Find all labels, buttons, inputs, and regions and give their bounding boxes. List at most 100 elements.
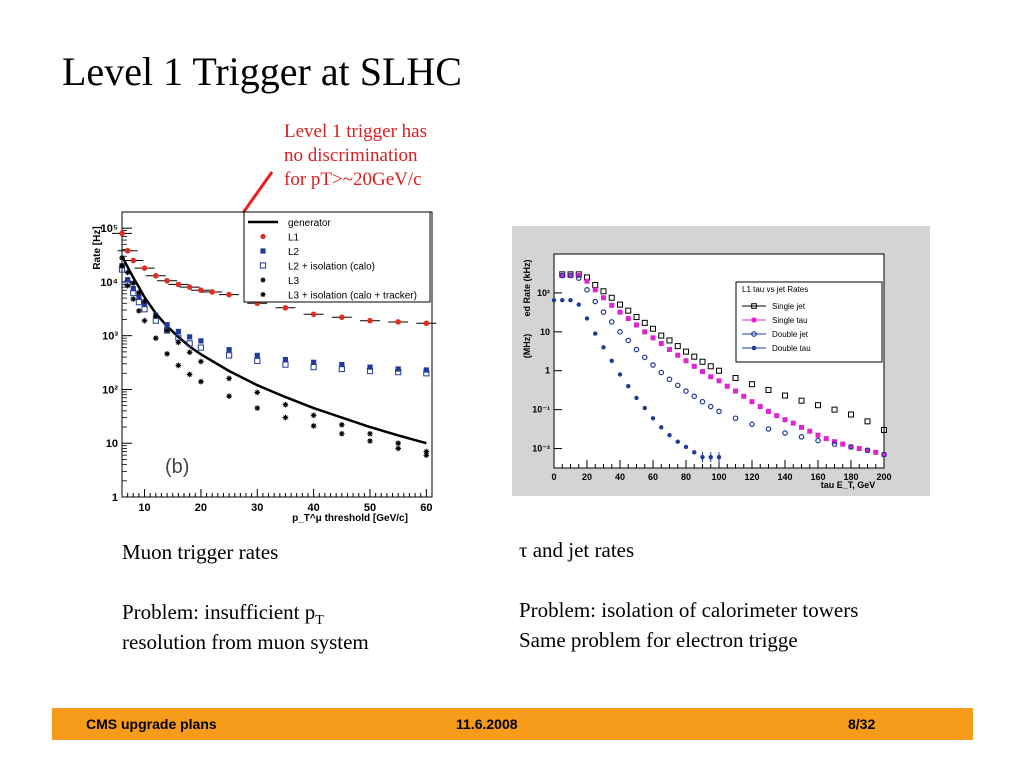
- legend-swatch: [751, 317, 757, 323]
- x-tick-label: 200: [876, 472, 891, 482]
- data-point: [119, 230, 125, 237]
- data-point: [641, 354, 648, 361]
- data-point: [642, 405, 647, 411]
- data-point: [782, 430, 788, 436]
- data-point: [423, 370, 430, 377]
- data-point: [881, 451, 887, 458]
- data-point: [675, 439, 680, 444]
- data-point: [559, 273, 565, 279]
- data-point: [675, 352, 681, 358]
- data-point: [141, 265, 148, 271]
- data-point: [617, 372, 623, 377]
- x-tick-label: 40: [615, 472, 625, 482]
- data-point: [823, 436, 829, 442]
- data-point: [766, 408, 771, 414]
- muon-caption-title: Muon trigger rates: [122, 540, 279, 564]
- data-point: [658, 369, 665, 376]
- data-point: [782, 392, 788, 399]
- data-point: [609, 302, 615, 308]
- data-point: [667, 433, 672, 438]
- data-point: [799, 424, 804, 430]
- data-point: [633, 314, 640, 321]
- legend-entry: Single tau: [772, 316, 808, 325]
- x-tick-label: 140: [777, 472, 792, 482]
- data-point: [634, 322, 639, 328]
- data-point: [164, 277, 170, 284]
- data-point: [395, 369, 402, 376]
- footer-bar: CMS upgrade plans 11.6.2008 8/32: [52, 708, 973, 740]
- data-point: [254, 389, 261, 396]
- data-point: [559, 272, 566, 279]
- data-point: [856, 446, 862, 452]
- data-point: [840, 441, 846, 447]
- data-point: [310, 311, 317, 318]
- data-point: [708, 374, 714, 380]
- data-point: [782, 417, 788, 423]
- y-tick-label: 1: [545, 366, 550, 376]
- data-point: [600, 309, 607, 315]
- data-point: [141, 317, 148, 324]
- footer-page: 8/32: [848, 716, 876, 732]
- data-point: [658, 341, 664, 347]
- data-point: [187, 334, 193, 340]
- legend-box: [735, 281, 883, 363]
- data-point: [164, 351, 170, 357]
- data-point: [831, 406, 838, 413]
- data-point: [130, 286, 136, 292]
- data-point: [667, 347, 672, 353]
- data-point: [153, 313, 159, 320]
- data-point: [367, 364, 373, 370]
- data-point: [608, 294, 615, 301]
- data-point: [650, 362, 656, 368]
- data-point: [700, 454, 705, 460]
- data-point: [119, 262, 125, 269]
- data-point: [584, 287, 590, 293]
- data-point: [633, 346, 640, 353]
- data-point: [153, 272, 159, 279]
- data-point: [197, 344, 205, 351]
- y-tick-label: 10⁴: [100, 277, 118, 289]
- data-point: [423, 367, 429, 373]
- data-point: [699, 358, 706, 365]
- data-point: [339, 422, 345, 428]
- x-tick-label: 80: [681, 472, 691, 482]
- legend-swatch: [260, 233, 266, 240]
- data-point: [600, 288, 607, 295]
- data-point: [567, 272, 574, 279]
- data-point: [733, 388, 738, 394]
- y-tick-label: 10²: [102, 384, 118, 396]
- data-point: [124, 247, 131, 254]
- data-point: [674, 343, 681, 350]
- data-point: [716, 367, 722, 374]
- tau-caption-problem-line1: Problem: isolation of calorimeter towers: [519, 598, 859, 622]
- data-point: [700, 369, 705, 375]
- y-tick-label: 10: [106, 438, 118, 450]
- x-tick-label: 0: [551, 472, 556, 482]
- y-axis-label-extra: (MHz): [522, 334, 532, 359]
- data-point: [749, 421, 755, 428]
- data-point: [254, 405, 261, 411]
- x-axis-label: tau E_T, GeV: [821, 480, 876, 490]
- annotation-text: Level 1 trigger has no discrimination fo…: [284, 120, 427, 192]
- x-tick-label: 60: [648, 472, 658, 482]
- y-tick-label: 10²: [537, 288, 550, 298]
- tau-caption-problem-line2: Same problem for electron trigge: [519, 628, 798, 652]
- y-tick-label: 10⁻²: [532, 444, 550, 454]
- y-tick-label: 1: [112, 492, 118, 504]
- data-point: [848, 444, 854, 450]
- data-point: [642, 329, 648, 335]
- data-point: [815, 432, 821, 438]
- data-point: [815, 402, 821, 409]
- data-point: [732, 415, 739, 422]
- legend-entry: Single jet: [772, 302, 806, 311]
- data-point: [765, 426, 772, 432]
- data-point: [395, 366, 401, 372]
- data-point: [741, 393, 747, 399]
- data-point: [765, 386, 772, 393]
- data-point: [124, 269, 131, 276]
- data-point: [749, 399, 755, 405]
- data-point: [666, 376, 673, 383]
- legend-swatch: [260, 248, 266, 254]
- data-point: [683, 348, 689, 355]
